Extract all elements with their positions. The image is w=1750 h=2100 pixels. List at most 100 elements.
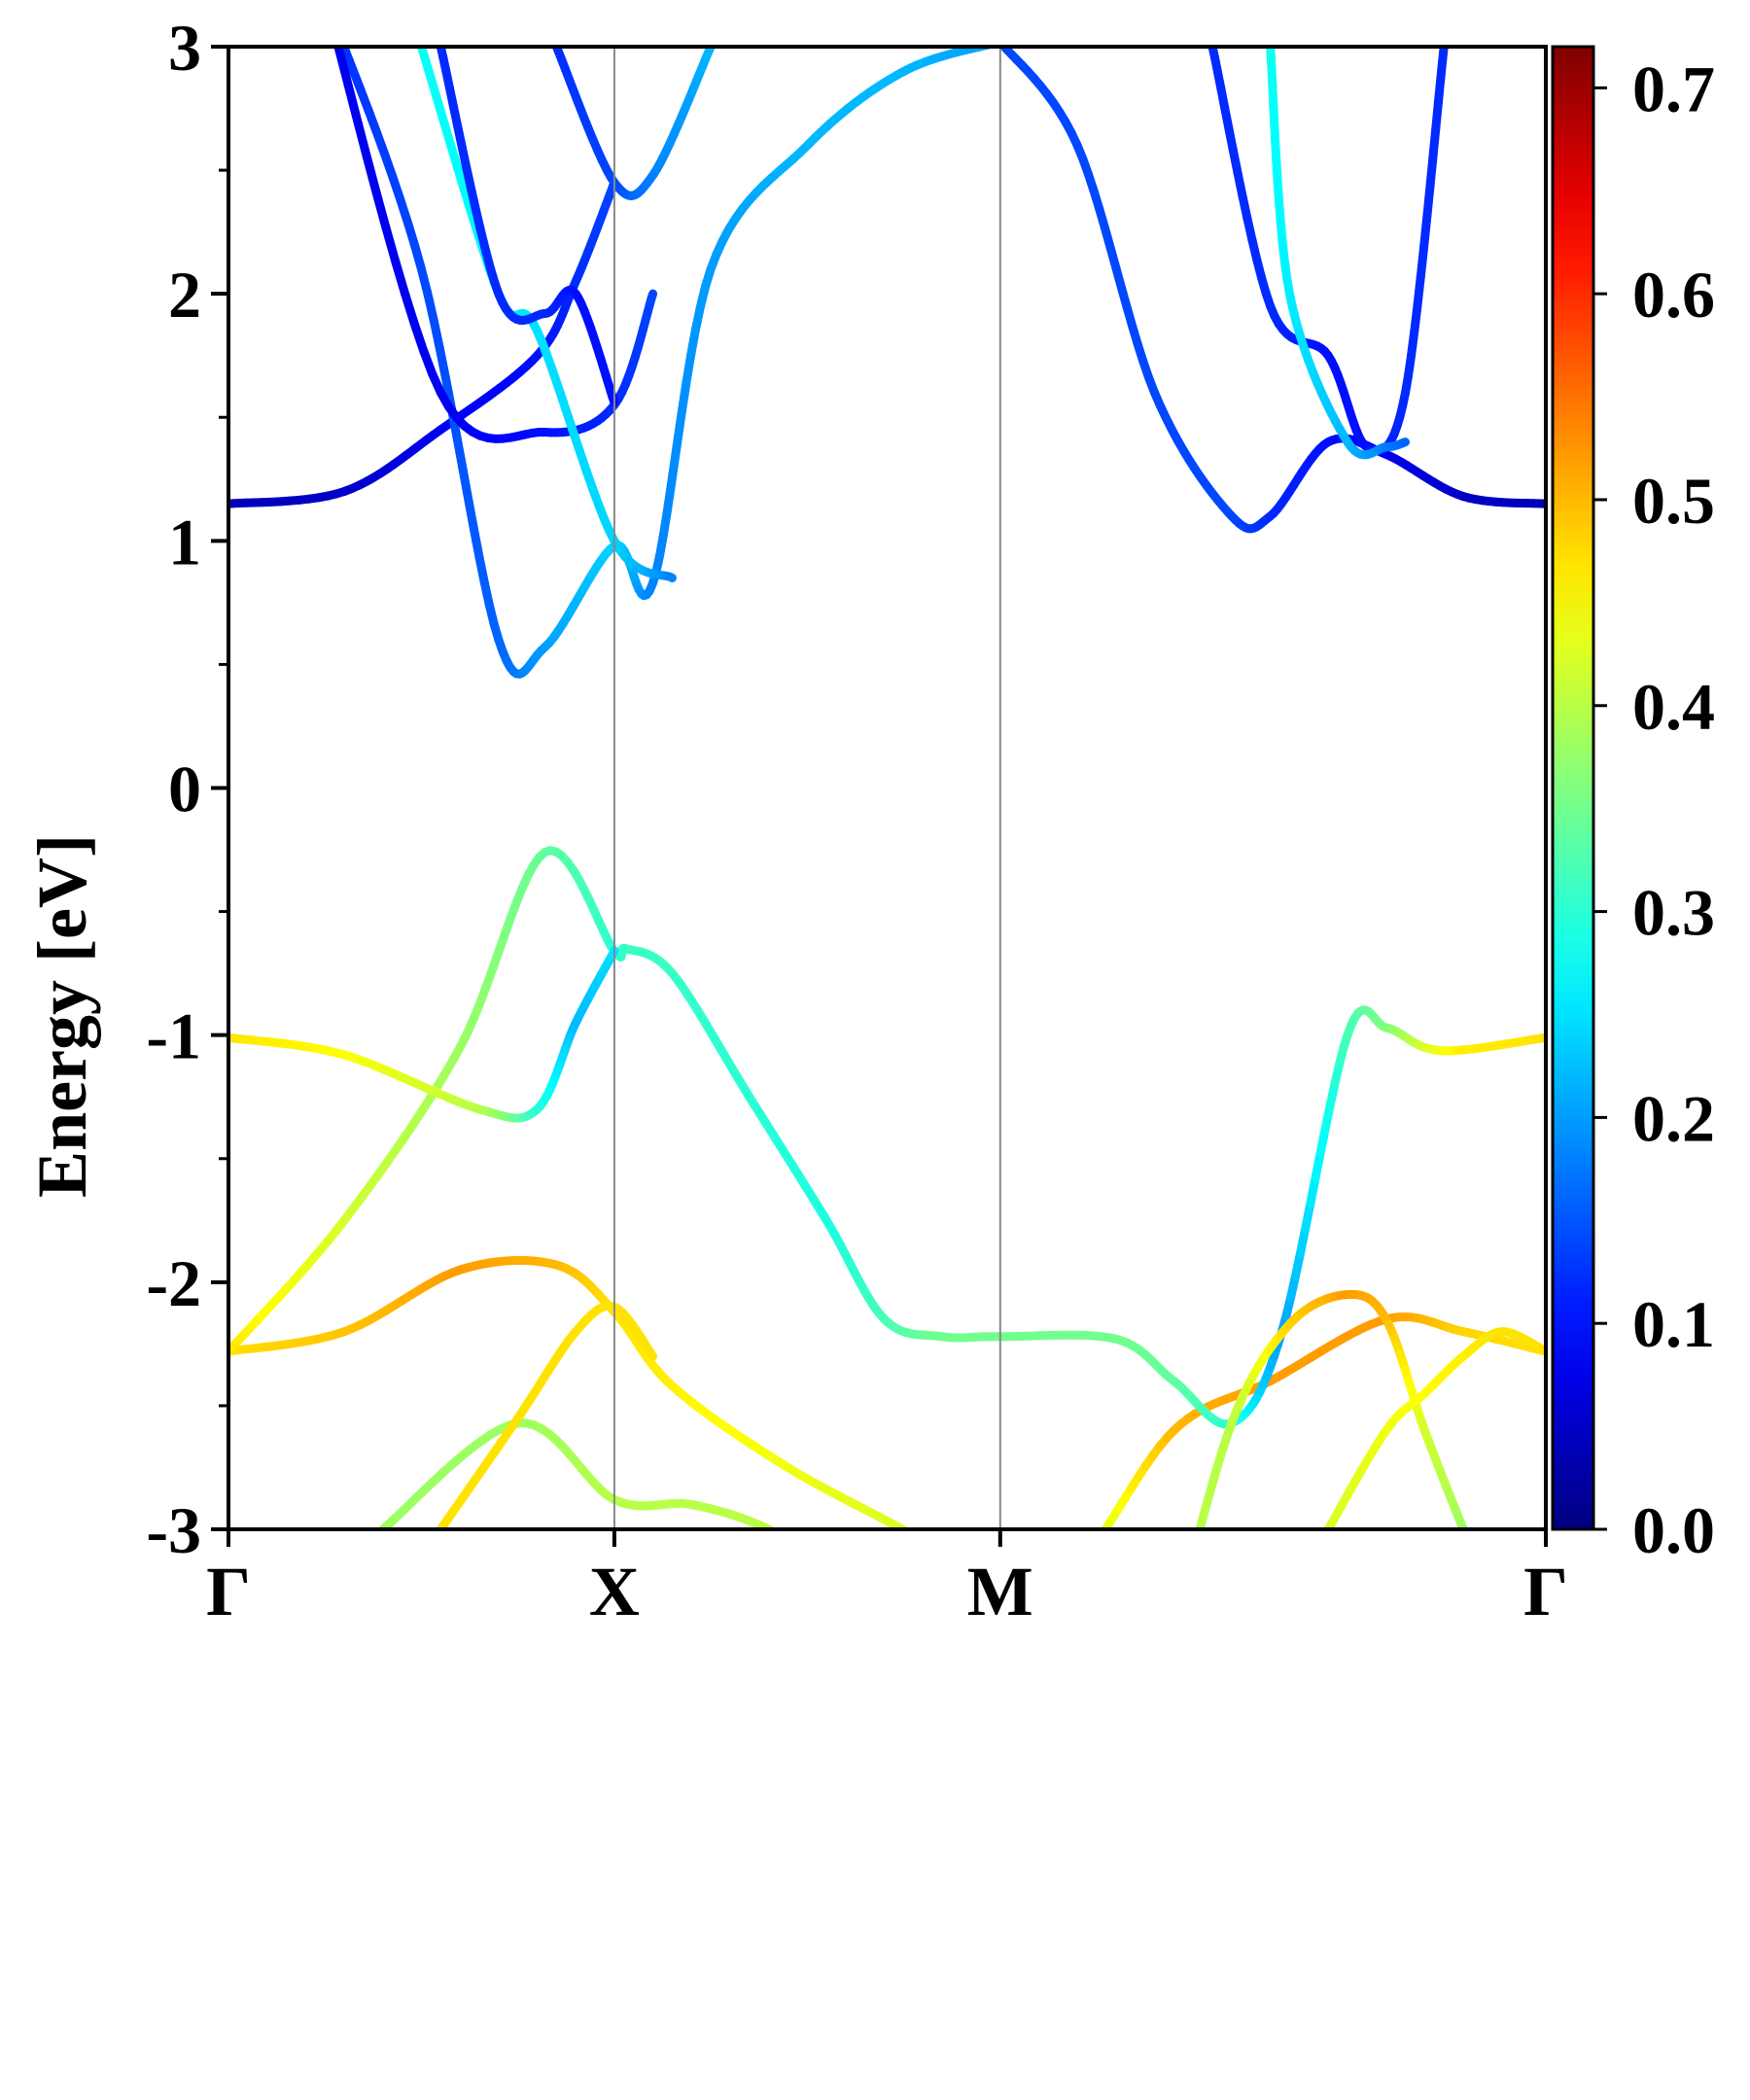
- band-segment: [1037, 1594, 1043, 1597]
- band-segment: [325, 0, 329, 8]
- colorbar-ticks: 0.0 0.1 0.2 0.3 0.4 0.5 0.6 0.7: [1593, 52, 1715, 1567]
- band-11: [436, 47, 619, 407]
- y-axis-ticks: -3 -2 -1 0 1 2 3: [146, 11, 228, 1567]
- band-segment: [670, 431, 683, 468]
- band-segment: [865, 1589, 870, 1591]
- x-tick-label: X: [589, 1553, 640, 1630]
- band-segment: [1071, 1566, 1077, 1572]
- y-tick-label: 1: [168, 505, 201, 578]
- band-segment: [803, 1550, 809, 1554]
- y-axis-label: Energy [eV]: [23, 834, 101, 1198]
- band-segment: [333, 47, 347, 67]
- colorbar-tick-label: 0.5: [1632, 464, 1715, 538]
- band-segment: [1422, 181, 1435, 221]
- band-segment: [901, 1602, 903, 1603]
- colorbar-tick-label: 0.3: [1632, 876, 1715, 950]
- y-tick-label: 0: [168, 752, 201, 826]
- band-segment: [1438, 47, 1449, 66]
- band-segment: [363, 153, 381, 197]
- band-segment: [994, 47, 999, 48]
- band-segment: [902, 1527, 912, 1529]
- band-segment: [915, 1537, 923, 1542]
- band-segment: [345, 87, 363, 128]
- band-segment: [678, 376, 691, 413]
- band-segment: [786, 1539, 791, 1543]
- band-4: [436, 1301, 658, 1529]
- band-segment: [1190, 1549, 1194, 1565]
- band-segment: [820, 1562, 825, 1566]
- band-segment: [453, 436, 468, 475]
- y-tick-label: 3: [168, 11, 201, 85]
- band-segment: [1054, 1583, 1060, 1588]
- band-segment: [1060, 1578, 1066, 1583]
- band-segment: [1195, 1527, 1204, 1529]
- band-segment: [330, 15, 335, 37]
- band-8: [325, 0, 999, 679]
- band-segment: [647, 289, 658, 303]
- colorbar-tick-label: 0.4: [1632, 670, 1715, 744]
- colorbar-gradient: [1551, 45, 1595, 1531]
- colorbar-tick-label: 0.6: [1632, 258, 1715, 332]
- band-segment: [401, 289, 419, 330]
- band-segment: [892, 1599, 895, 1600]
- band-segment: [1186, 1565, 1190, 1581]
- band-segment: [435, 343, 450, 383]
- band-segment: [841, 1576, 846, 1579]
- band-segment: [1416, 242, 1429, 281]
- band-segment: [1173, 1620, 1175, 1628]
- band-segment: [930, 1547, 937, 1552]
- band-segment: [870, 1591, 875, 1592]
- band-segment: [1084, 1552, 1091, 1559]
- band-segment: [836, 1573, 841, 1576]
- band-segment: [1182, 1582, 1186, 1596]
- band-5: [1173, 1289, 1468, 1628]
- x-tick-label: Γ: [206, 1553, 251, 1630]
- band-segment: [1048, 1587, 1054, 1591]
- band-segment: [381, 223, 401, 266]
- band-segment: [988, 47, 998, 49]
- band-segment: [809, 1554, 815, 1558]
- band-segment: [458, 466, 473, 506]
- band-segment: [371, 188, 391, 232]
- band-segment: [1425, 152, 1438, 191]
- band-segment: [955, 1569, 960, 1575]
- band-segment: [830, 1569, 835, 1573]
- band-segment: [791, 1542, 797, 1546]
- band-3: [378, 1418, 903, 1603]
- y-tick-label: -1: [146, 999, 201, 1073]
- band-segment: [329, 8, 333, 20]
- colorbar-tick-label: 0.0: [1632, 1493, 1715, 1567]
- band-12: [551, 47, 716, 200]
- band-9: [330, 15, 658, 443]
- high-symmetry-lines: [612, 47, 1001, 1529]
- band-segment: [647, 1349, 658, 1361]
- y-tick-label: -3: [146, 1493, 201, 1567]
- band-segment: [937, 1552, 943, 1558]
- band-segment: [943, 1558, 949, 1563]
- band-segment: [1066, 1572, 1071, 1578]
- band-segment: [1410, 300, 1422, 336]
- band-segment: [1419, 211, 1432, 252]
- band-14: [1208, 47, 1449, 455]
- band-segment: [1043, 1591, 1049, 1594]
- band-segment: [1179, 1595, 1182, 1608]
- band-segment: [923, 1542, 930, 1547]
- band-segment: [333, 21, 339, 36]
- band-segment: [682, 350, 696, 386]
- band-segment: [846, 1579, 851, 1582]
- band-segment: [1176, 1609, 1179, 1620]
- band-segment: [880, 1594, 884, 1596]
- band-segment: [409, 320, 429, 356]
- band-segment: [391, 257, 410, 298]
- band-segment: [1077, 1559, 1083, 1566]
- band-segment: [429, 315, 444, 353]
- band-13: [998, 47, 1546, 534]
- band-0: [228, 1255, 1546, 1597]
- y-tick-label: -2: [146, 1246, 201, 1320]
- plot-frame: [227, 45, 1548, 1531]
- band-segment: [464, 496, 479, 535]
- band-segment: [851, 1581, 856, 1584]
- band-segment: [470, 525, 484, 562]
